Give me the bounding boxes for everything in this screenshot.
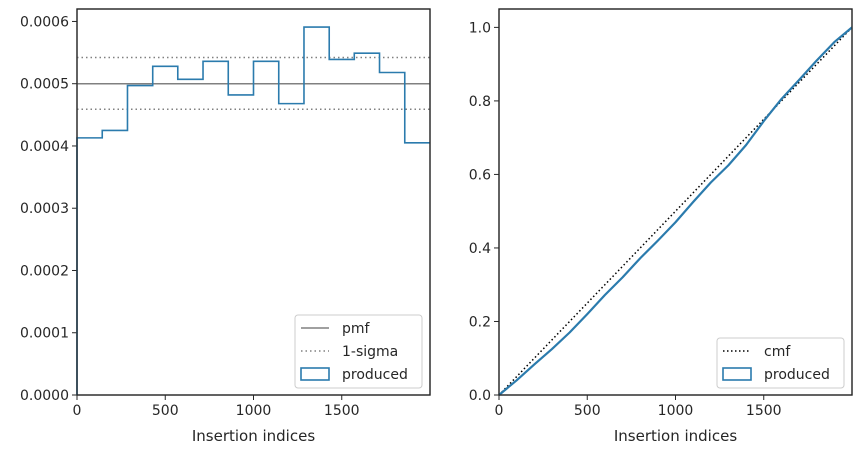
y-tick-label: 0.8 (469, 94, 491, 110)
x-tick-label: 0 (495, 403, 504, 419)
produced-histogram-step (76, 26, 430, 395)
cumulative-chart: 0 500 1000 1500 0.0 0.2 0.4 0.6 0.8 1.0 Insertion … (469, 8, 853, 445)
y-tick-label: 0.0006 (20, 14, 69, 30)
legend-box (294, 314, 423, 389)
legend-produced-swatch (300, 367, 330, 381)
legend: cmf produced (716, 337, 845, 389)
x-tick-label: 500 (152, 403, 179, 419)
axes-frame-overlay (76, 8, 431, 396)
legend-produced-label: produced (342, 367, 408, 383)
legend-box (716, 337, 845, 389)
y-tick-label: 0.6 (469, 167, 491, 183)
y-tick-label: 0.0001 (20, 326, 69, 342)
x-tick-label: 0 (73, 403, 82, 419)
y-tick-label: 0.0 (469, 388, 491, 404)
legend-cmf-label: cmf (764, 344, 791, 360)
legend-produced-swatch (722, 367, 752, 381)
x-tick-label: 1500 (324, 403, 360, 419)
x-axis-label: Insertion indices (614, 427, 737, 445)
legend: pmf 1-sigma produced (294, 314, 423, 389)
legend-produced-label: produced (764, 367, 830, 383)
y-tick-label: 0.0000 (20, 388, 69, 404)
axes-frame (498, 8, 853, 396)
histogram-chart: 0 500 1000 1500 0.0000 0.0001 0.0002 0.0003 0.00… (20, 8, 431, 445)
produced-cumulative-line (498, 26, 853, 396)
legend-sigma-label: 1-sigma (342, 344, 398, 360)
y-tick-label: 0.0005 (20, 77, 69, 93)
y-tick-label: 0.0003 (20, 201, 69, 217)
y-tick-label: 0.0004 (20, 139, 69, 155)
x-tick-label: 1000 (658, 403, 694, 419)
x-tick-label: 1000 (236, 403, 272, 419)
cmf-line (498, 26, 853, 396)
y-tick-label: 0.0002 (20, 263, 69, 279)
x-tick-label: 1500 (746, 403, 782, 419)
y-tick-label: 0.2 (469, 314, 491, 330)
x-tick-label: 500 (574, 403, 601, 419)
x-axis-label: Insertion indices (192, 427, 315, 445)
y-tick-label: 1.0 (469, 20, 491, 36)
axes-frame-overlay (498, 8, 853, 396)
legend-pmf-label: pmf (342, 321, 371, 337)
y-tick-label: 0.4 (469, 241, 491, 257)
